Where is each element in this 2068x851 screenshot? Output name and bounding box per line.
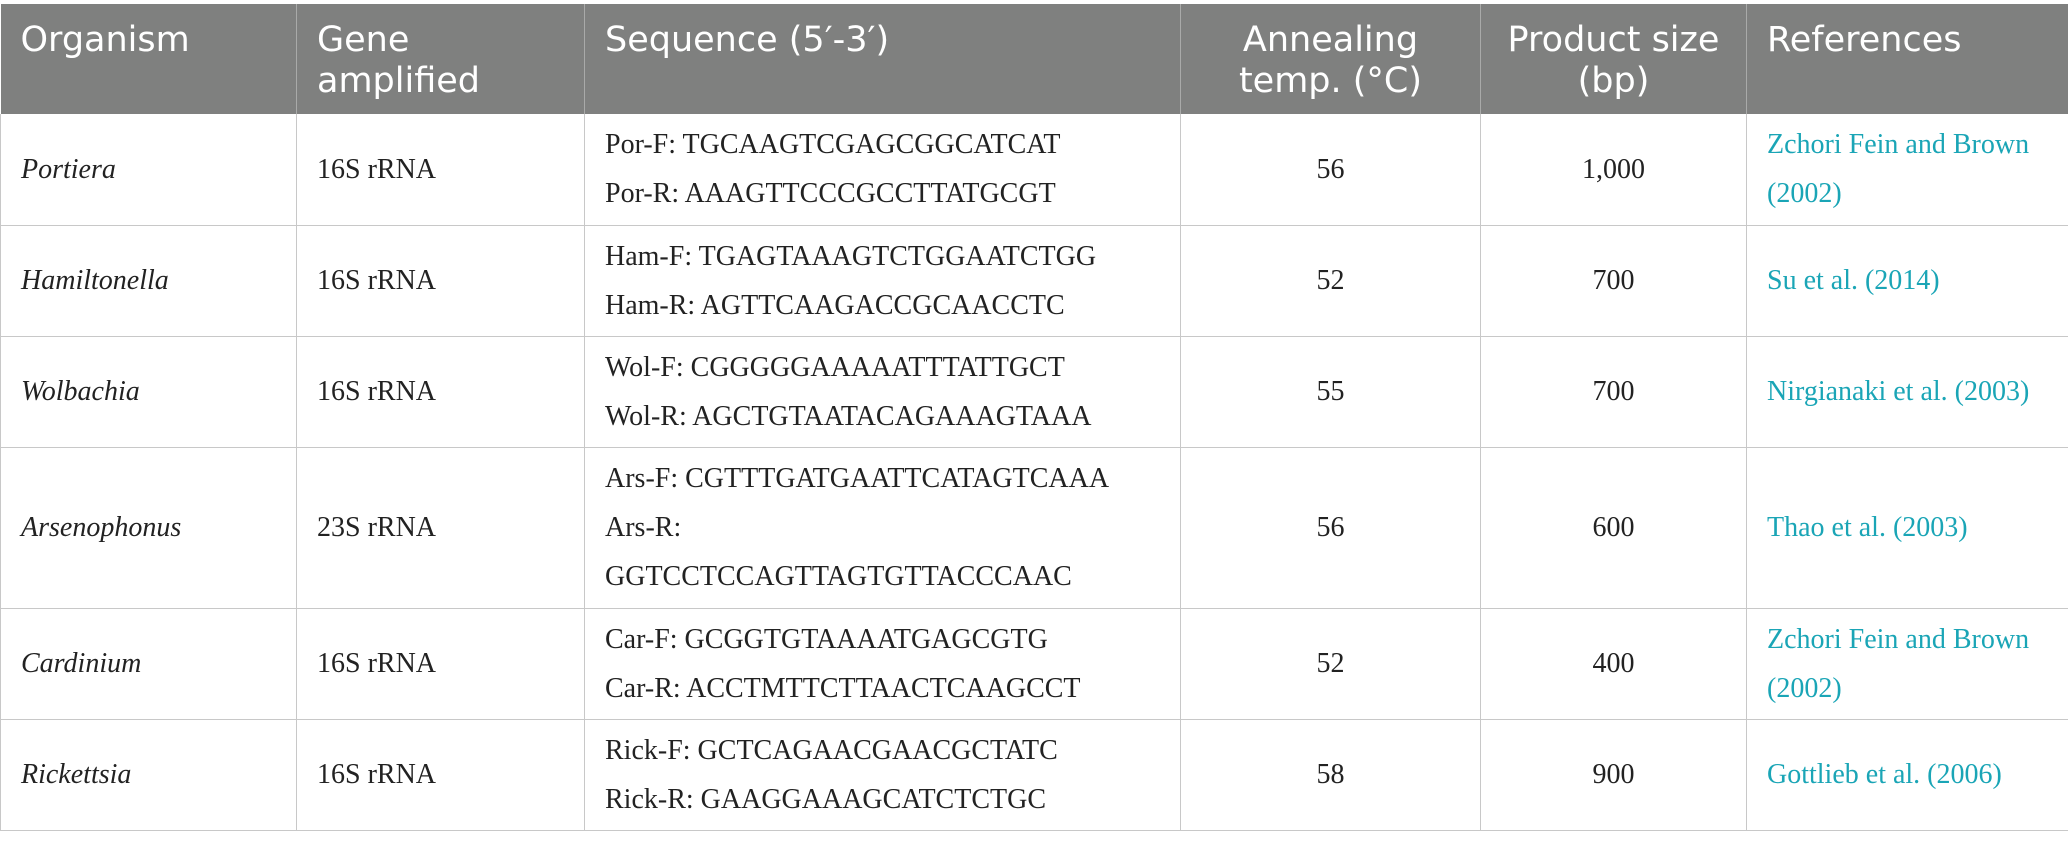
sequence-line: Rick-F: GCTCAGAACGAACGCTATC — [605, 734, 1058, 766]
gene-cell: 16S rRNA — [296, 336, 585, 447]
sequence-line: Wol-F: CGGGGGAAAAATTTATTGCT — [605, 351, 1065, 383]
reference-link[interactable]: Thao et al. (2003) — [1746, 447, 2068, 608]
reference-link[interactable]: Zchori Fein and Brown (2002) — [1746, 114, 2068, 225]
product-size-cell: 1,000 — [1480, 114, 1747, 225]
organism-cell: Hamiltonella — [0, 225, 297, 336]
annealing-cell: 56 — [1180, 447, 1481, 608]
sequence-cell: Wol-F: CGGGGGAAAAATTTATTGCT Wol-R: AGCTG… — [584, 336, 1181, 447]
product-size-cell: 400 — [1480, 608, 1747, 719]
table-row: Rickettsia 16S rRNA Rick-F: GCTCAGAACGAA… — [0, 719, 2068, 830]
sequence-cell: Ars-F: CGTTTGATGAATTCATAGTCAAA Ars-R: GG… — [584, 447, 1181, 608]
table-body: Portiera 16S rRNA Por-F: TGCAAGTCGAGCGGC… — [0, 114, 2068, 830]
table-header: Organism Gene amplified Sequence (5′-3′) … — [0, 4, 2068, 114]
header-product-size: Product size (bp) — [1480, 4, 1747, 114]
organism-cell: Arsenophonus — [0, 447, 297, 608]
sequence-cell: Rick-F: GCTCAGAACGAACGCTATC Rick-R: GAAG… — [584, 719, 1181, 830]
annealing-cell: 58 — [1180, 719, 1481, 830]
product-size-cell: 900 — [1480, 719, 1747, 830]
sequence-cell: Ham-F: TGAGTAAAGTCTGGAATCTGG Ham-R: AGTT… — [584, 225, 1181, 336]
gene-cell: 16S rRNA — [296, 719, 585, 830]
reference-line[interactable]: Zchori Fein and Brown — [1767, 129, 2030, 161]
reference-link[interactable]: Zchori Fein and Brown (2002) — [1746, 608, 2068, 719]
annealing-cell: 56 — [1180, 114, 1481, 225]
sequence-line: GGTCCTCCAGTTAGTGTTACCCAAC — [605, 561, 1072, 592]
table-row: Portiera 16S rRNA Por-F: TGCAAGTCGAGCGGC… — [0, 114, 2068, 225]
organism-cell: Portiera — [0, 114, 297, 225]
sequence-cell: Por-F: TGCAAGTCGAGCGGCATCAT Por-R: AAAGT… — [584, 114, 1181, 225]
sequence-line: Por-R: AAAGTTCCCGCCTTATGCGT — [605, 178, 1056, 210]
table-row: Hamiltonella 16S rRNA Ham-F: TGAGTAAAGTC… — [0, 225, 2068, 336]
header-gene-amplified: Gene amplified — [296, 4, 585, 114]
reference-line[interactable]: Gottlieb et al. (2006) — [1767, 759, 2002, 790]
sequence-line: Ars-F: CGTTTGATGAATTCATAGTCAAA — [605, 463, 1110, 494]
annealing-cell: 55 — [1180, 336, 1481, 447]
annealing-cell: 52 — [1180, 225, 1481, 336]
reference-link[interactable]: Nirgianaki et al. (2003) — [1746, 336, 2068, 447]
sequence-cell: Car-F: GCGGTGTAAAATGAGCGTG Car-R: ACCTMT… — [584, 608, 1181, 719]
reference-line[interactable]: Nirgianaki et al. (2003) — [1767, 376, 2030, 407]
reference-line[interactable]: Zchori Fein and Brown — [1767, 623, 2030, 655]
sequence-line: Ham-R: AGTTCAAGACCGCAACCTC — [605, 289, 1065, 321]
sequence-line: Por-F: TGCAAGTCGAGCGGCATCAT — [605, 129, 1061, 161]
gene-cell: 23S rRNA — [296, 447, 585, 608]
table-row: Cardinium 16S rRNA Car-F: GCGGTGTAAAATGA… — [0, 608, 2068, 719]
gene-cell: 16S rRNA — [296, 114, 585, 225]
primer-table: Organism Gene amplified Sequence (5′-3′) … — [0, 4, 2068, 831]
organism-cell: Wolbachia — [0, 336, 297, 447]
sequence-line: Wol-R: AGCTGTAATACAGAAAGTAAA — [605, 400, 1092, 432]
sequence-line: Ars-R: — [605, 512, 682, 543]
product-size-cell: 700 — [1480, 225, 1747, 336]
reference-line[interactable]: Su et al. (2014) — [1767, 265, 1940, 296]
reference-link[interactable]: Gottlieb et al. (2006) — [1746, 719, 2068, 830]
sequence-line: Ham-F: TGAGTAAAGTCTGGAATCTGG — [605, 240, 1097, 272]
header-references: References — [1746, 4, 2068, 114]
header-sequence: Sequence (5′-3′) — [584, 4, 1181, 114]
reference-link[interactable]: Su et al. (2014) — [1746, 225, 2068, 336]
reference-line[interactable]: (2002) — [1767, 178, 1842, 210]
reference-line[interactable]: (2002) — [1767, 672, 1842, 704]
header-organism: Organism — [0, 4, 297, 114]
gene-cell: 16S rRNA — [296, 608, 585, 719]
sequence-line: Rick-R: GAAGGAAAGCATCTCTGC — [605, 783, 1046, 815]
header-annealing-temp: Annealing temp. (°C) — [1180, 4, 1481, 114]
organism-cell: Rickettsia — [0, 719, 297, 830]
sequence-line: Car-F: GCGGTGTAAAATGAGCGTG — [605, 623, 1048, 655]
reference-line[interactable]: Thao et al. (2003) — [1767, 512, 1968, 543]
annealing-cell: 52 — [1180, 608, 1481, 719]
sequence-line: Car-R: ACCTMTTCTTAACTCAAGCCT — [605, 672, 1081, 704]
organism-cell: Cardinium — [0, 608, 297, 719]
table-row: Arsenophonus 23S rRNA Ars-F: CGTTTGATGAA… — [0, 447, 2068, 608]
gene-cell: 16S rRNA — [296, 225, 585, 336]
header-row: Organism Gene amplified Sequence (5′-3′) … — [0, 4, 2068, 114]
product-size-cell: 700 — [1480, 336, 1747, 447]
product-size-cell: 600 — [1480, 447, 1747, 608]
table-row: Wolbachia 16S rRNA Wol-F: CGGGGGAAAAATTT… — [0, 336, 2068, 447]
